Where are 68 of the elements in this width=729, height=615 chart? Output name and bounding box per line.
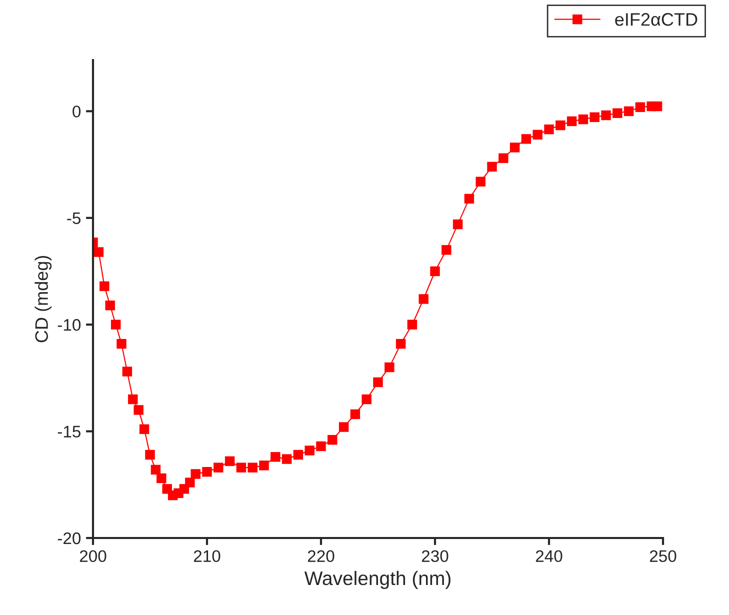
point (396, 338, 406, 349)
point (150, 464, 161, 475)
y-tick-label: -10 (58, 319, 81, 331)
point (498, 153, 508, 164)
point (116, 338, 126, 349)
x-tick-label: 240 (536, 550, 562, 562)
point (190, 469, 200, 479)
point (442, 245, 452, 255)
point (156, 473, 166, 484)
x-tick-label: 250 (650, 550, 676, 562)
point (100, 281, 110, 292)
point (544, 124, 554, 134)
point (122, 366, 132, 376)
point (328, 434, 338, 445)
point (418, 294, 428, 304)
point (236, 462, 246, 472)
point (110, 320, 121, 330)
point (134, 405, 144, 415)
point (590, 112, 600, 122)
point (362, 394, 372, 404)
point (105, 300, 115, 310)
point (487, 162, 497, 172)
point (293, 450, 304, 460)
point (304, 446, 314, 456)
y-tick-label: -20 (58, 532, 81, 544)
point (214, 462, 224, 472)
point (94, 247, 104, 257)
x-tick-label: 200 (80, 550, 106, 562)
x-tick-label: 230 (422, 550, 448, 562)
point (350, 409, 360, 420)
point (652, 101, 662, 112)
point (259, 460, 269, 470)
point (224, 456, 235, 466)
x-tick-label: 220 (308, 550, 334, 562)
point (566, 116, 577, 126)
point (601, 110, 611, 120)
point (384, 362, 394, 372)
point (338, 422, 349, 432)
point (556, 120, 566, 130)
y-axis-title: CD (mdeg) (34, 256, 52, 342)
y-tick-label: 0 (72, 106, 81, 118)
y-tick-label: -15 (58, 426, 80, 438)
point (476, 176, 486, 186)
point (635, 102, 646, 112)
point (510, 142, 520, 152)
point (452, 219, 463, 230)
point (407, 320, 418, 330)
point (185, 478, 195, 488)
y-tick-label: -5 (67, 212, 80, 224)
point (373, 377, 383, 388)
point (578, 114, 588, 124)
x-axis-title: Wavelength (nm) (304, 570, 450, 590)
point (316, 441, 326, 452)
point (248, 462, 258, 472)
point (430, 266, 440, 276)
point (532, 130, 542, 140)
point (464, 194, 474, 204)
legend-label: eIF2αCTD (615, 13, 698, 26)
point (128, 394, 138, 404)
x-tick-label: 210 (194, 550, 220, 562)
point (624, 106, 634, 116)
point (139, 424, 150, 434)
point (145, 450, 155, 460)
point (521, 134, 532, 144)
point (282, 454, 292, 464)
point (202, 466, 212, 477)
point (612, 108, 622, 118)
point (270, 452, 280, 462)
